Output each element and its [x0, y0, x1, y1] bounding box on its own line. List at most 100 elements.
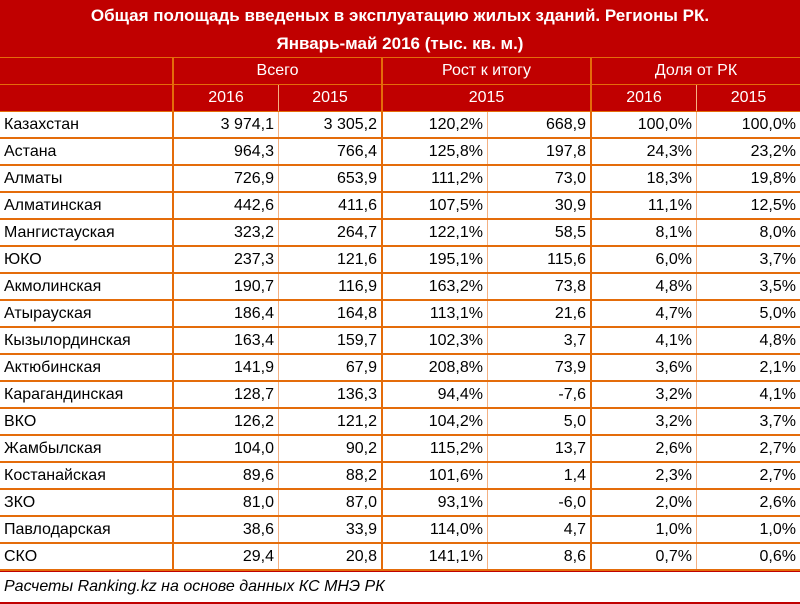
table-row: Жамбылская 104,0 90,2 115,2% 13,7 2,6% 2,7%	[0, 436, 800, 463]
table-body: Казахстан 3 974,1 3 305,2 120,2% 668,9 100,0%…	[0, 112, 800, 571]
growth-pct: 107,5%	[383, 193, 488, 218]
growth-abs: 8,6	[488, 544, 592, 569]
growth-abs: 668,9	[488, 112, 592, 137]
growth-abs: 21,6	[488, 301, 592, 326]
total-2015: 121,6	[279, 247, 383, 272]
region-name: Кызылординская	[0, 328, 174, 353]
header-year: 2015	[383, 85, 592, 111]
total-2016: 163,4	[174, 328, 279, 353]
growth-abs: 73,8	[488, 274, 592, 299]
region-name: Актюбинская	[0, 355, 174, 380]
total-2015: 67,9	[279, 355, 383, 380]
growth-abs: 5,0	[488, 409, 592, 434]
share-2016: 2,3%	[592, 463, 697, 488]
growth-pct: 208,8%	[383, 355, 488, 380]
region-name: Казахстан	[0, 112, 174, 137]
region-name: Костанайская	[0, 463, 174, 488]
table-row: Мангистауская 323,2 264,7 122,1% 58,5 8,1% 8,0…	[0, 220, 800, 247]
share-2016: 18,3%	[592, 166, 697, 191]
table-row: Актюбинская 141,9 67,9 208,8% 73,9 3,6% 2,1%	[0, 355, 800, 382]
region-name: Мангистауская	[0, 220, 174, 245]
share-2015: 2,1%	[759, 359, 796, 376]
growth-abs: 3,7	[488, 328, 592, 353]
group-header-row: Всего Рост к итогу Доля от РК	[0, 58, 800, 85]
growth-abs: -6,0	[488, 490, 592, 515]
share-2015: 2,7%	[759, 440, 796, 457]
total-2015: 33,9	[279, 517, 383, 542]
table-row: Костанайская 89,6 88,2 101,6% 1,4 2,3% 2,7%	[0, 463, 800, 490]
share-2015: 3,5%	[759, 278, 796, 295]
total-2016: 141,9	[174, 355, 279, 380]
share-2016: 2,6%	[592, 436, 697, 461]
region-name: СКО	[0, 544, 174, 569]
total-2015: 121,2	[279, 409, 383, 434]
total-2016: 442,6	[174, 193, 279, 218]
total-2015: 164,8	[279, 301, 383, 326]
growth-abs: 58,5	[488, 220, 592, 245]
growth-abs: 30,9	[488, 193, 592, 218]
growth-pct: 122,1%	[383, 220, 488, 245]
share-2016: 4,8%	[592, 274, 697, 299]
growth-pct: 125,8%	[383, 139, 488, 164]
table-row: Павлодарская 38,6 33,9 114,0% 4,7 1,0% 1,0%	[0, 517, 800, 544]
header-share: Доля от РК	[654, 62, 738, 79]
year-header-row: 2016 2015 2015 2016 2015	[0, 85, 800, 112]
total-2016: 237,3	[174, 247, 279, 272]
header-blank	[0, 85, 174, 111]
growth-abs: 115,6	[488, 247, 592, 272]
growth-pct: 94,4%	[383, 382, 488, 407]
growth-pct: 113,1%	[383, 301, 488, 326]
growth-pct: 101,6%	[383, 463, 488, 488]
growth-pct: 93,1%	[383, 490, 488, 515]
table-row: Астана 964,3 766,4 125,8% 197,8 24,3% 23,2%	[0, 139, 800, 166]
table-row: ЮКО 237,3 121,6 195,1% 115,6 6,0% 3,7%	[0, 247, 800, 274]
total-2016: 38,6	[174, 517, 279, 542]
total-2016: 186,4	[174, 301, 279, 326]
growth-pct: 102,3%	[383, 328, 488, 353]
growth-abs: 4,7	[488, 517, 592, 542]
share-2016: 3,6%	[592, 355, 697, 380]
total-2015: 136,3	[279, 382, 383, 407]
header-growth: Рост к итогу	[383, 58, 592, 84]
total-2016: 128,7	[174, 382, 279, 407]
table-title: Общая полощадь введеных в эксплуатацию ж…	[0, 0, 800, 58]
table-row: Акмолинская 190,7 116,9 163,2% 73,8 4,8% 3,5%	[0, 274, 800, 301]
growth-pct: 114,0%	[383, 517, 488, 542]
share-2016: 3,2%	[592, 409, 697, 434]
region-name: Алматинская	[0, 193, 174, 218]
region-name: Акмолинская	[0, 274, 174, 299]
share-2016: 24,3%	[592, 139, 697, 164]
total-2016: 964,3	[174, 139, 279, 164]
region-name: Павлодарская	[0, 517, 174, 542]
table-row: ВКО 126,2 121,2 104,2% 5,0 3,2% 3,7%	[0, 409, 800, 436]
share-2015: 3,7%	[759, 413, 796, 430]
share-2015: 12,5%	[750, 197, 796, 214]
region-name: Алматы	[0, 166, 174, 191]
share-2016: 4,1%	[592, 328, 697, 353]
table-row: Атырауская 186,4 164,8 113,1% 21,6 4,7% 5,0%	[0, 301, 800, 328]
total-2016: 726,9	[174, 166, 279, 191]
share-2015: 1,0%	[759, 521, 796, 538]
source-note: Расчеты Ranking.kz на основе данных КС М…	[0, 571, 800, 604]
region-name: ЗКО	[0, 490, 174, 515]
table-row: ЗКО 81,0 87,0 93,1% -6,0 2,0% 2,6%	[0, 490, 800, 517]
region-name: Астана	[0, 139, 174, 164]
header-year: 2015	[279, 85, 383, 111]
share-2016: 11,1%	[592, 193, 697, 218]
region-name: ЮКО	[0, 247, 174, 272]
total-2016: 323,2	[174, 220, 279, 245]
share-2015: 5,0%	[759, 305, 796, 322]
share-2016: 0,7%	[592, 544, 697, 569]
growth-abs: -7,6	[488, 382, 592, 407]
header-year: 2016	[174, 85, 279, 111]
region-name: Жамбылская	[0, 436, 174, 461]
header-total: Всего	[174, 58, 383, 84]
share-2015: 19,8%	[750, 170, 796, 187]
share-2015: 8,0%	[759, 224, 796, 241]
title-line-1: Общая полощадь введеных в эксплуатацию ж…	[90, 6, 710, 25]
share-2015: 0,6%	[759, 548, 796, 565]
table-row: Алматы 726,9 653,9 111,2% 73,0 18,3% 19,8%	[0, 166, 800, 193]
total-2016: 190,7	[174, 274, 279, 299]
total-2016: 89,6	[174, 463, 279, 488]
